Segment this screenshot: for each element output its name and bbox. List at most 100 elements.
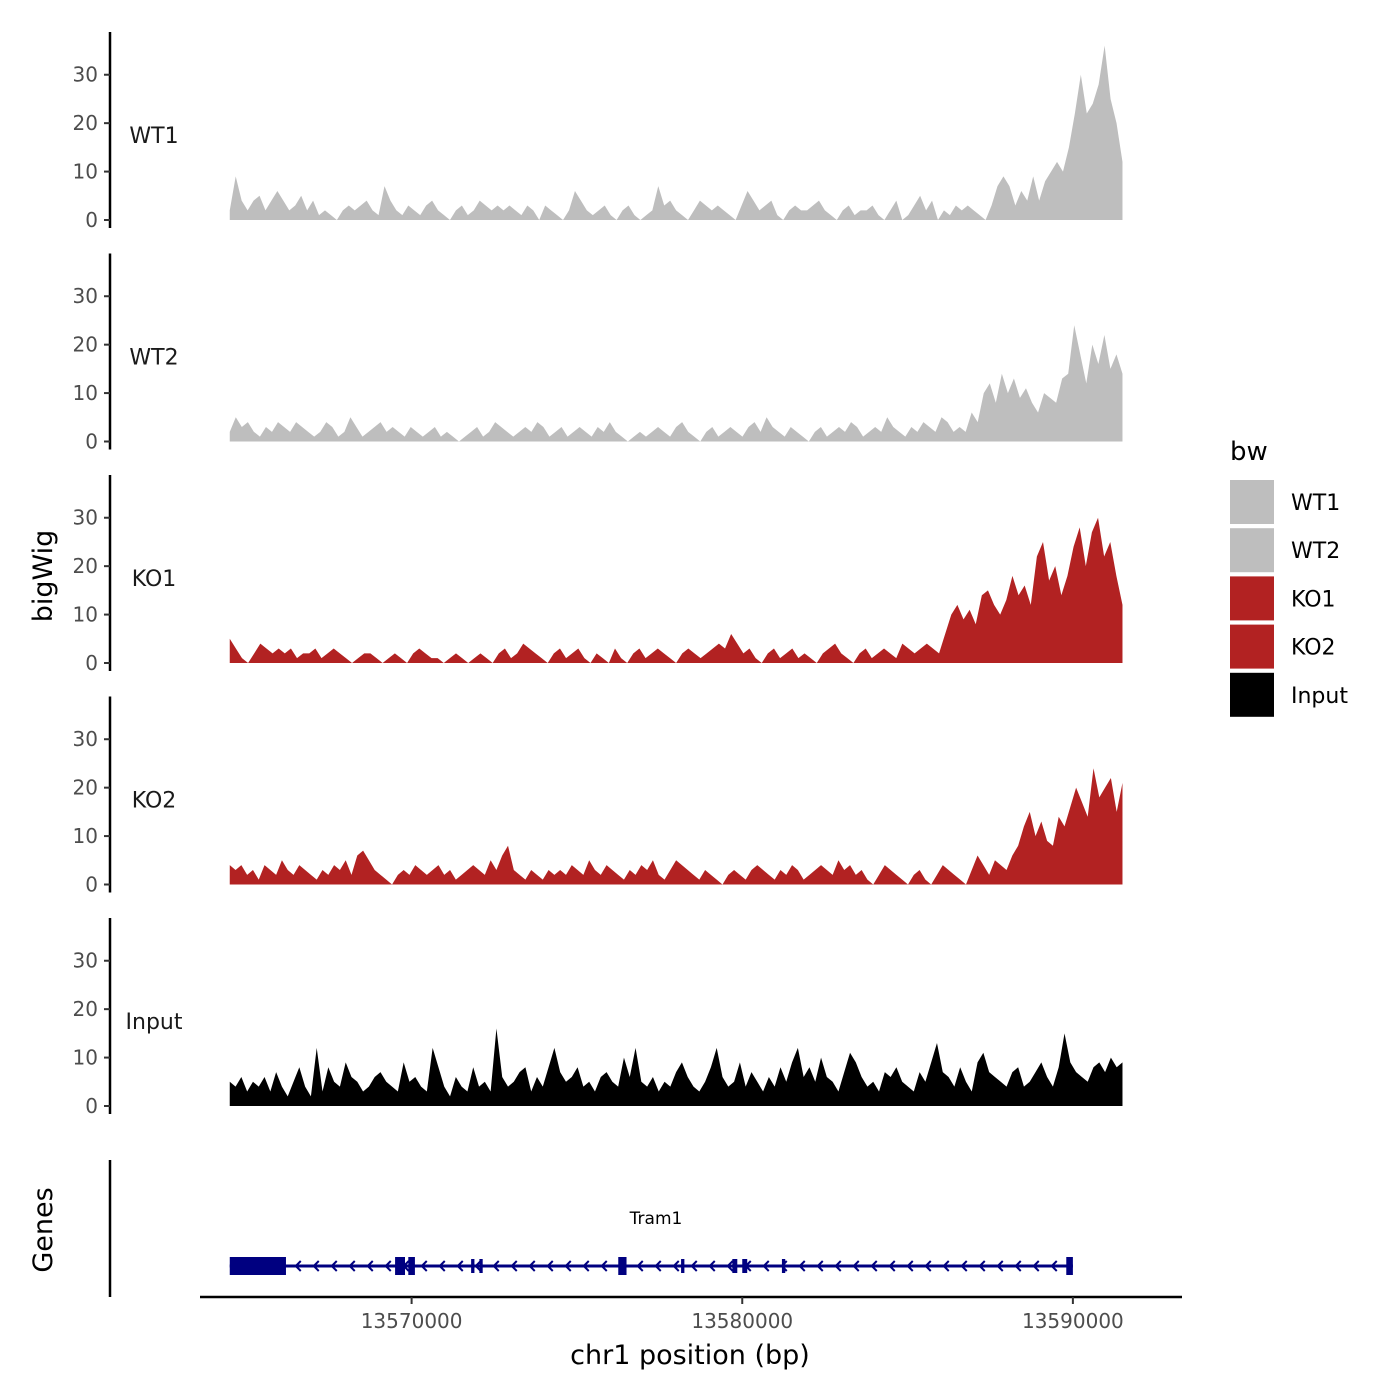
y-tick-label: 20 [73, 333, 98, 357]
x-tick-label: 13580000 [691, 1309, 793, 1333]
strand-arrow [960, 1260, 968, 1272]
y-tick-label: 20 [73, 554, 98, 578]
y-tick-label: 30 [73, 63, 98, 87]
track-panel-wt2: 0 10 20 30 WT2 [73, 253, 1123, 454]
tracks-layer: 0 10 20 30 WT1 0 10 20 30 WT2 0 10 20 30 KO1 0 10 20 30 KO2… [73, 32, 1123, 1118]
track-panel-input: 0 10 20 30 Input [73, 918, 1123, 1118]
strand-arrow [942, 1260, 950, 1272]
strand-arrow [708, 1260, 716, 1272]
genes-panel-title: Genes [28, 1187, 59, 1272]
strand-arrow [690, 1260, 698, 1272]
y-tick-label: 0 [85, 430, 98, 454]
strand-arrow [870, 1260, 878, 1272]
gene-exon [681, 1259, 685, 1273]
legend-swatch [1230, 624, 1274, 669]
strand-arrow [384, 1260, 392, 1272]
y-tick-label: 30 [73, 506, 98, 530]
legend-label: WT1 [1291, 491, 1340, 516]
strand-arrow [906, 1260, 914, 1272]
y-tick-label: 20 [73, 776, 98, 800]
strand-arrow [312, 1260, 320, 1272]
strand-arrow [600, 1260, 608, 1272]
strand-arrow [510, 1260, 518, 1272]
gene-label: Tram1 [629, 1209, 683, 1229]
y-tick-label: 10 [73, 603, 98, 627]
legend-swatch [1230, 576, 1274, 621]
y-tick-label: 30 [73, 949, 98, 973]
gene-exon [479, 1259, 483, 1273]
legend-swatch [1230, 672, 1274, 717]
strand-arrow [1014, 1260, 1022, 1272]
y-tick-label: 10 [73, 1046, 98, 1070]
track-panel-wt1: 0 10 20 30 WT1 [73, 32, 1123, 232]
gene-exon [395, 1257, 405, 1275]
x-axis: 13570000 13580000 13590000 [200, 1295, 1182, 1333]
strand-arrow [798, 1260, 806, 1272]
track-label: WT1 [129, 124, 178, 149]
strand-arrow [456, 1260, 464, 1272]
legend-label: KO2 [1291, 636, 1336, 661]
strand-arrow [1050, 1260, 1058, 1272]
legend-label: Input [1291, 684, 1348, 709]
gene-exon [781, 1259, 786, 1273]
strand-arrow [366, 1260, 374, 1272]
track-label: KO1 [132, 567, 177, 592]
gene-exon [471, 1259, 475, 1273]
strand-arrow [654, 1260, 662, 1272]
x-axis-title: chr1 position (bp) [570, 1340, 810, 1371]
strand-arrow [834, 1260, 842, 1272]
y-tick-label: 20 [73, 111, 98, 135]
strand-arrow [492, 1260, 500, 1272]
strand-arrow [438, 1260, 446, 1272]
strand-arrow [726, 1260, 734, 1272]
gene-panel [108, 1160, 1073, 1297]
y-tick-label: 30 [73, 284, 98, 308]
y-tick-label: 0 [85, 873, 98, 897]
gene-exon [732, 1259, 738, 1273]
gene-exon [618, 1257, 627, 1275]
y-tick-label: 0 [85, 208, 98, 232]
y-tick-label: 10 [73, 160, 98, 184]
legend-label: WT2 [1291, 539, 1340, 564]
track-panel-ko1: 0 10 20 30 KO1 [73, 475, 1123, 675]
strand-arrow [852, 1260, 860, 1272]
coverage-area [229, 45, 1123, 221]
track-label: Input [126, 1010, 183, 1035]
legend-swatch [1230, 528, 1274, 573]
y-axis-title: bigWig [28, 530, 59, 623]
strand-arrow [582, 1260, 590, 1272]
y-tick-label: 0 [85, 1094, 98, 1118]
y-tick-label: 0 [85, 651, 98, 675]
strand-arrow [420, 1260, 428, 1272]
strand-arrow [474, 1260, 482, 1272]
coverage-area [229, 325, 1123, 442]
strand-arrow [672, 1260, 680, 1272]
legend: bw WT1 WT2 KO1 KO2 Input [1230, 437, 1348, 717]
x-tick-label: 13570000 [361, 1309, 463, 1333]
gene-exon [1066, 1257, 1073, 1275]
strand-arrow [546, 1260, 554, 1272]
legend-title: bw [1230, 437, 1268, 467]
coverage-area [229, 1028, 1123, 1106]
strand-arrow [1032, 1260, 1040, 1272]
track-label: WT2 [129, 346, 178, 371]
strand-arrow [924, 1260, 932, 1272]
gene-exon [742, 1259, 748, 1273]
y-tick-label: 10 [73, 824, 98, 848]
strand-arrow [978, 1260, 986, 1272]
y-tick-label: 20 [73, 997, 98, 1021]
gene-exon [229, 1257, 286, 1275]
x-tick-label: 13590000 [1022, 1309, 1124, 1333]
strand-arrow [996, 1260, 1004, 1272]
strand-arrow [636, 1260, 644, 1272]
strand-arrow [294, 1260, 302, 1272]
coverage-area [229, 768, 1123, 885]
strand-arrow [564, 1260, 572, 1272]
strand-arrow [762, 1260, 770, 1272]
gene-exon [408, 1257, 415, 1275]
strand-arrow [330, 1260, 338, 1272]
legend-swatch [1230, 480, 1274, 524]
track-panel-ko2: 0 10 20 30 KO2 [73, 696, 1123, 897]
y-tick-label: 10 [73, 381, 98, 405]
